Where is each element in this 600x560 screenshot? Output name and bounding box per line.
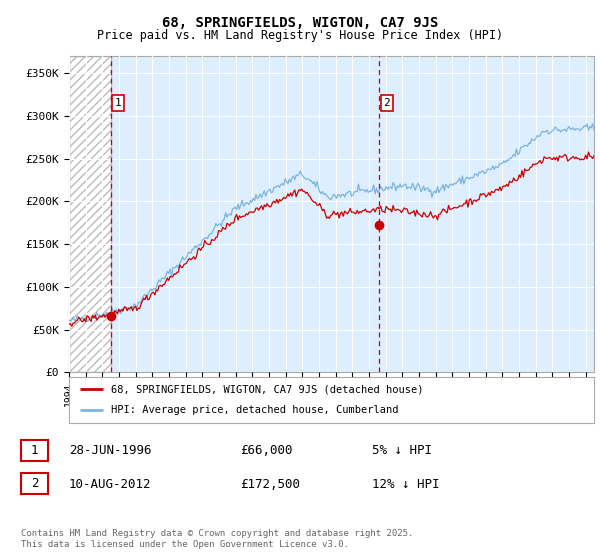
Text: £172,500: £172,500: [240, 478, 300, 491]
Text: £66,000: £66,000: [240, 444, 293, 458]
Text: Price paid vs. HM Land Registry's House Price Index (HPI): Price paid vs. HM Land Registry's House …: [97, 29, 503, 42]
Text: 10-AUG-2012: 10-AUG-2012: [69, 478, 151, 491]
Text: 68, SPRINGFIELDS, WIGTON, CA7 9JS: 68, SPRINGFIELDS, WIGTON, CA7 9JS: [162, 16, 438, 30]
Text: 68, SPRINGFIELDS, WIGTON, CA7 9JS (detached house): 68, SPRINGFIELDS, WIGTON, CA7 9JS (detac…: [111, 384, 424, 394]
Text: 5% ↓ HPI: 5% ↓ HPI: [372, 444, 432, 458]
Text: Contains HM Land Registry data © Crown copyright and database right 2025.
This d: Contains HM Land Registry data © Crown c…: [21, 529, 413, 549]
Text: 12% ↓ HPI: 12% ↓ HPI: [372, 478, 439, 491]
Text: 1: 1: [115, 98, 121, 108]
Text: 2: 2: [31, 477, 38, 491]
Text: 2: 2: [383, 98, 390, 108]
Text: HPI: Average price, detached house, Cumberland: HPI: Average price, detached house, Cumb…: [111, 405, 398, 416]
Bar: [69, 56, 110, 372]
Text: 28-JUN-1996: 28-JUN-1996: [69, 444, 151, 458]
Text: 1: 1: [31, 444, 38, 457]
